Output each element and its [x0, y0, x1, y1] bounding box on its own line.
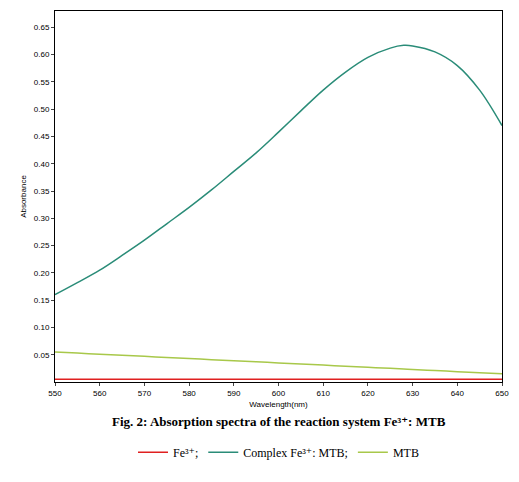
- svg-text:0.45: 0.45: [34, 132, 50, 141]
- svg-text:610: 610: [317, 389, 331, 398]
- svg-text:630: 630: [406, 389, 420, 398]
- svg-text:0.10: 0.10: [34, 323, 50, 332]
- svg-text:590: 590: [227, 389, 241, 398]
- svg-text:Fig. 2: Absorption spectra of: Fig. 2: Absorption spectra of the reacti…: [112, 414, 446, 429]
- svg-text:0.60: 0.60: [34, 50, 50, 59]
- svg-text:620: 620: [361, 389, 375, 398]
- svg-text:0.20: 0.20: [34, 269, 50, 278]
- svg-text:570: 570: [138, 389, 152, 398]
- svg-text:0.35: 0.35: [34, 187, 50, 196]
- svg-text:Wavelength(nm): Wavelength(nm): [249, 400, 308, 409]
- svg-text:0.50: 0.50: [34, 105, 50, 114]
- svg-text:0.55: 0.55: [34, 78, 50, 87]
- svg-text:0.30: 0.30: [34, 214, 50, 223]
- svg-text:Complex Fe³⁺: MTB;: Complex Fe³⁺: MTB;: [243, 446, 348, 460]
- svg-text:560: 560: [93, 389, 107, 398]
- svg-text:650: 650: [495, 389, 509, 398]
- svg-text:Absorbance: Absorbance: [19, 175, 28, 218]
- svg-text:640: 640: [451, 389, 465, 398]
- svg-text:600: 600: [272, 389, 286, 398]
- svg-text:0.65: 0.65: [34, 23, 50, 32]
- svg-text:Fe³⁺;: Fe³⁺;: [173, 446, 198, 460]
- svg-text:0.05: 0.05: [34, 351, 50, 360]
- svg-text:0.15: 0.15: [34, 296, 50, 305]
- svg-text:550: 550: [48, 389, 62, 398]
- svg-text:MTB: MTB: [393, 446, 419, 460]
- svg-text:0.40: 0.40: [34, 160, 50, 169]
- svg-text:0.25: 0.25: [34, 241, 50, 250]
- svg-text:580: 580: [182, 389, 196, 398]
